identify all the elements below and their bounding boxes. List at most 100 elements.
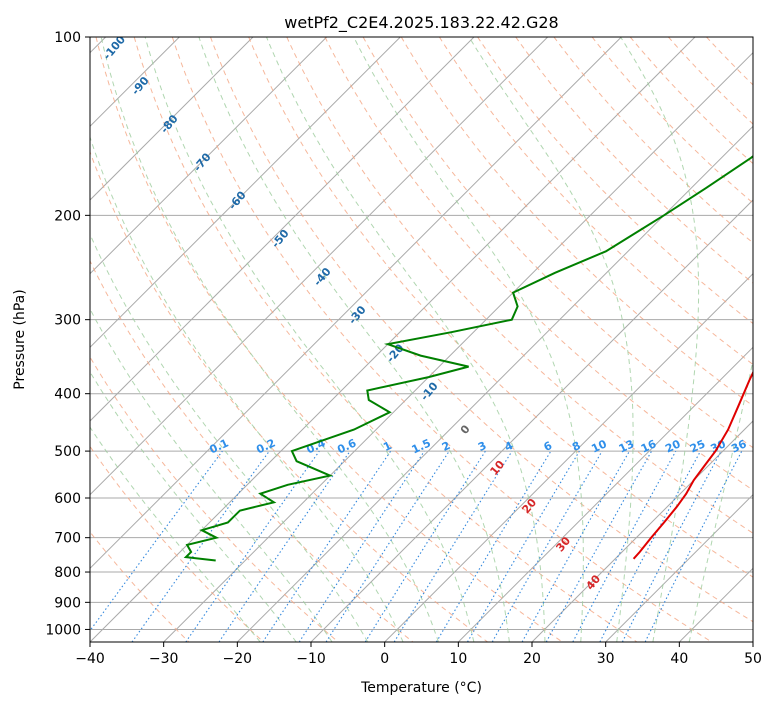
- mixing-ratio-label: 3: [476, 439, 488, 454]
- mixing-ratio-label: 1: [381, 439, 393, 454]
- y-tick-label: 500: [54, 444, 81, 460]
- dry-adiabat-line: [553, 37, 753, 244]
- dry-adiabat-line: [171, 37, 712, 642]
- x-tick-label: 10: [449, 651, 467, 667]
- isotherm-line: [605, 493, 753, 642]
- moist-adiabat-line: [266, 37, 546, 642]
- moist-adiabat-line: [90, 370, 297, 642]
- y-tick-label: 200: [54, 208, 81, 224]
- temperature-profile-line: [632, 370, 753, 560]
- mixing-ratio-line: [325, 450, 450, 642]
- isotherm-line: [310, 199, 753, 642]
- y-axis: 100 200 300 400 500 600 700 800 900 1000: [45, 30, 90, 638]
- mixing-ratio-line: [298, 450, 425, 642]
- y-tick-label: 1000: [45, 622, 81, 638]
- moist-adiabat-line: [620, 37, 700, 642]
- y-tick-label: 700: [54, 531, 81, 547]
- chart-title: wetPf2_C2E4.2025.183.22.42.G28: [284, 13, 558, 33]
- mixing-ratio-line: [185, 450, 320, 642]
- dry-adiabat-line: [90, 531, 190, 642]
- y-tick-label: 900: [54, 595, 81, 611]
- y-tick-label: 800: [54, 565, 81, 581]
- dry-adiabat-label: 20: [519, 496, 539, 516]
- dry-adiabat-label: -50: [269, 227, 292, 251]
- mixing-ratio-line: [364, 450, 486, 642]
- mixing-ratio-line: [393, 450, 513, 642]
- dry-adiabat-line: [90, 259, 414, 642]
- dry-adiabat-line: [133, 37, 638, 642]
- dry-adiabat-line: [362, 37, 753, 449]
- moist-adiabat-line: [144, 37, 475, 642]
- mixing-ratio-label: 0.2: [254, 436, 277, 456]
- dry-adiabat-line: [324, 37, 753, 491]
- moist-adiabat-line: [353, 37, 584, 642]
- dry-adiabat-label: -30: [346, 303, 369, 327]
- mixing-ratio-label: 16: [639, 437, 659, 455]
- x-tick-label: 50: [744, 651, 762, 667]
- y-tick-label: 600: [54, 491, 81, 507]
- isotherm-line: [90, 37, 696, 642]
- x-tick-label: −10: [296, 651, 326, 667]
- dry-adiabat-label: 0: [458, 422, 473, 436]
- dry-adiabat-line: [438, 37, 753, 366]
- isotherm-line: [90, 37, 328, 275]
- x-axis: −40 −30 −20 −10 0 10 20 30 40 50: [75, 642, 762, 667]
- moist-adiabat-line: [90, 135, 404, 642]
- dry-adiabat-line: [629, 37, 753, 165]
- dry-adiabat-label: 40: [583, 572, 603, 592]
- y-tick-label: 100: [54, 30, 81, 46]
- moist-adiabat-line: [468, 37, 634, 642]
- dry-adiabat-line: [90, 150, 488, 642]
- mixing-ratio-line: [599, 450, 701, 642]
- dry-adiabat-label: 10: [487, 458, 507, 478]
- dry-adiabat-label: -10: [418, 379, 441, 403]
- y-tick-label: 300: [54, 313, 81, 329]
- isotherm-line: [384, 272, 753, 642]
- mixing-ratio-line: [262, 450, 392, 642]
- mixing-ratio-line: [218, 450, 351, 642]
- dry-adiabat-line: [248, 37, 753, 578]
- dewpoint-profile-line: [183, 155, 753, 562]
- x-tick-label: −20: [223, 651, 253, 667]
- x-tick-label: 0: [380, 651, 389, 667]
- mixing-ratio-line: [521, 450, 630, 642]
- isotherm-line: [531, 420, 753, 642]
- isotherm-line: [457, 346, 753, 642]
- x-tick-label: 40: [670, 651, 688, 667]
- x-tick-label: −30: [149, 651, 179, 667]
- moist-adiabat-line: [90, 426, 261, 642]
- isotherm-line: [236, 125, 753, 642]
- mixing-ratio-label: 6: [542, 439, 555, 454]
- x-tick-label: −40: [75, 651, 105, 667]
- moist-adiabat-line: [90, 233, 369, 642]
- plot-frame: [89, 36, 754, 643]
- isotherm-line: [90, 37, 401, 349]
- isotherm-line: [90, 37, 549, 496]
- dry-adiabat-line: [706, 37, 753, 86]
- x-tick-label: 30: [597, 651, 615, 667]
- mixing-ratio-label: 13: [617, 437, 636, 455]
- mixing-ratio-line: [545, 450, 653, 642]
- mixing-ratio-line: [435, 450, 552, 642]
- isotherm-line: [90, 37, 475, 422]
- dry-adiabat-line: [90, 445, 264, 642]
- isotherm-line: [752, 641, 753, 642]
- mixing-ratio-label: 0.6: [335, 436, 358, 456]
- dry-adiabat-label: 30: [553, 534, 573, 554]
- isotherm-line: [90, 37, 254, 201]
- x-axis-title: Temperature (°C): [360, 680, 482, 696]
- dry-adiabat-line: [591, 37, 753, 204]
- dry-adiabat-line: [400, 37, 753, 407]
- isotherm-line: [163, 51, 753, 642]
- isotherm-line: [678, 567, 753, 642]
- dry-adiabat-label: -40: [311, 265, 334, 289]
- mixing-ratio-line: [644, 450, 743, 642]
- mixing-ratio-line: [572, 450, 677, 642]
- mixing-ratio-label: 36: [729, 437, 749, 455]
- dry-adiabat-line: [210, 37, 753, 623]
- mixing-ratio-line: [131, 450, 270, 642]
- mixing-ratio-label: 10: [589, 437, 609, 455]
- y-tick-label: 400: [54, 387, 81, 403]
- mixing-ratio-line: [90, 450, 223, 632]
